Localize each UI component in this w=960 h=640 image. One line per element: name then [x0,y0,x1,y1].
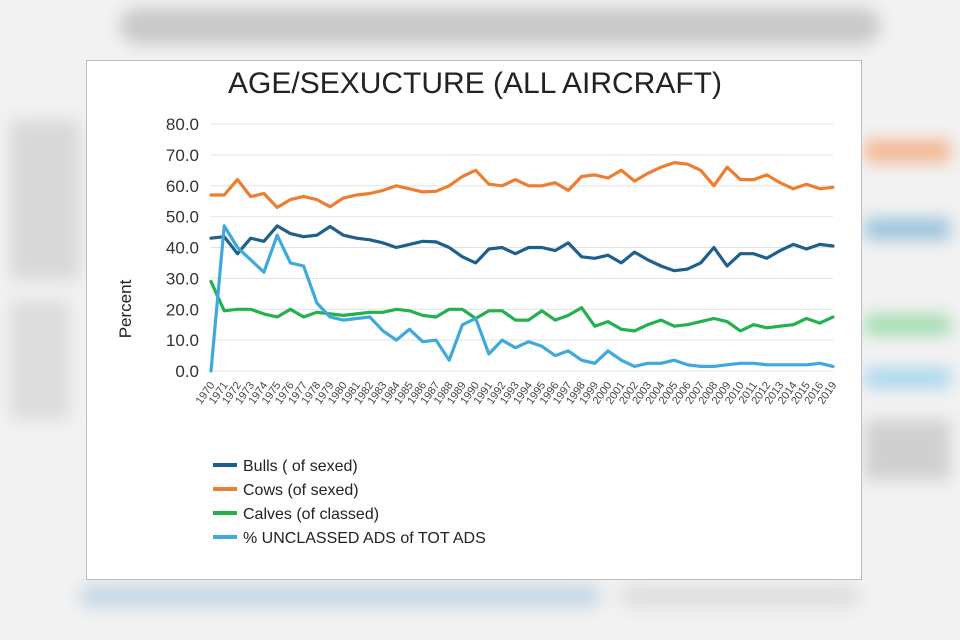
series-lines [209,160,835,373]
y-tick-label: 70.0 [166,146,199,165]
gridlines [211,123,833,372]
background-blur-bottom [80,585,600,607]
y-tick-label: 40.0 [166,239,199,258]
background-blur-left-lower [10,300,70,420]
series-line-2 [209,160,835,209]
series-line-4 [209,224,835,373]
line-chart: AGE/SEXUCTURE (ALL AIRCRAFT) Percent 0.0… [116,67,840,547]
legend-label: % UNCLASSED ADS of TOT ADS [243,530,486,547]
y-tick-label: 80.0 [166,115,199,134]
background-blur-bottom-right [620,585,860,607]
background-blur-green [865,315,950,335]
y-axis-label: Percent [116,279,135,338]
background-blur-right-lower [865,420,950,480]
x-axis-ticks: 1970197119721973197419751976197719781979… [194,380,840,407]
y-tick-label: 0.0 [175,362,199,381]
background-blur-blue [865,218,950,240]
series-line-1 [209,224,835,273]
background-blur-orange [865,140,950,162]
chart-title: AGE/SEXUCTURE (ALL AIRCRAFT) [228,67,722,100]
y-tick-label: 50.0 [166,208,199,227]
background-blur-top [120,8,880,44]
legend-label: Cows (of sexed) [243,482,359,499]
background-blur-cyan [865,368,950,388]
y-axis-ticks: 0.0 10.0 20.0 30.0 40.0 50.0 60.0 70.0 80.0 [166,115,199,381]
chart-frame: AGE/SEXUCTURE (ALL AIRCRAFT) Percent 0.0… [86,60,862,580]
legend: Bulls ( of sexed) Cows (of sexed) Calves (… [213,458,486,547]
y-tick-label: 60.0 [166,177,199,196]
background-blur-left [10,120,80,280]
y-tick-label: 30.0 [166,269,199,288]
y-tick-label: 10.0 [166,331,199,350]
legend-label: Bulls ( of sexed) [243,458,358,475]
legend-label: Calves (of classed) [243,506,379,523]
y-tick-label: 20.0 [166,300,199,319]
series-line-3 [209,279,835,333]
